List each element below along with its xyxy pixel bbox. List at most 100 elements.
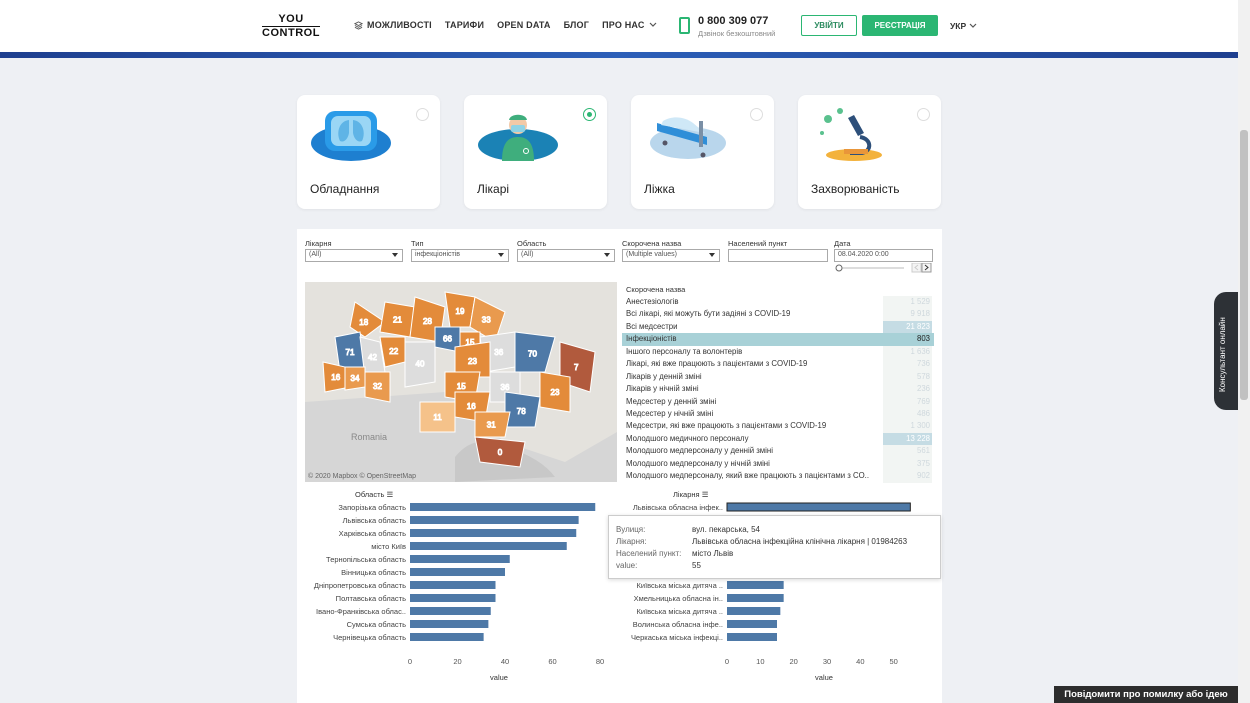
list-item[interactable]: Медсестри, які вже працюють з пацієнтами…: [622, 420, 934, 433]
nav-open-data[interactable]: OPEN DATA: [497, 20, 551, 30]
list-item[interactable]: Молодшого медперсоналу у денній зміні 561: [622, 445, 934, 458]
list-item[interactable]: Молодшого медперсоналу, який вже працюют…: [622, 470, 934, 483]
bar-label: Хмельницька обласна ін..: [634, 594, 723, 603]
map-region-value: 40: [416, 359, 425, 368]
bar[interactable]: [410, 568, 505, 576]
filter-hospital[interactable]: (All): [305, 249, 403, 262]
filter-label-hospital: Лікарня: [305, 239, 332, 248]
tooltip-key: Лікарня:: [616, 537, 647, 546]
list-item[interactable]: Медсестер у нічній зміні 486: [622, 407, 934, 421]
list-item-value: 902: [883, 470, 932, 483]
bar-label: Львівська область: [342, 516, 406, 525]
map-region[interactable]: [474, 436, 526, 468]
nav-tariffs[interactable]: ТАРИФИ: [444, 20, 485, 30]
register-button[interactable]: РЕЄСТРАЦІЯ: [862, 15, 938, 36]
list-item[interactable]: Молодшого медичного персоналу 13 228: [622, 432, 934, 446]
list-item[interactable]: Всі медсестри 21 823: [622, 320, 934, 334]
map-region-value: 34: [351, 374, 360, 383]
chart-hospital-title[interactable]: Лікарня ☰: [673, 490, 708, 499]
card-label: Ліжка: [644, 182, 675, 196]
map-region[interactable]: [419, 401, 456, 433]
language-selector[interactable]: УКР: [950, 21, 977, 31]
map-region[interactable]: [514, 331, 556, 373]
card-radio[interactable]: [917, 108, 930, 121]
list-item-value: 486: [883, 407, 932, 421]
map-region-value: 15: [457, 382, 466, 391]
card-beds[interactable]: Ліжка: [631, 95, 774, 209]
map-region[interactable]: [474, 411, 511, 438]
filter-short-name[interactable]: (Multiple values): [622, 249, 720, 262]
nav-blog[interactable]: БЛОГ: [563, 20, 590, 30]
card-equipment[interactable]: Обладнання: [297, 95, 440, 209]
list-item[interactable]: Анестезіологів 1 529: [622, 296, 934, 309]
card-radio[interactable]: [583, 108, 596, 121]
map-canvas[interactable]: 18 21 28 19 33 71 42 22 40 66 15 36 70 16 34 32 23 15 36 7 2…: [305, 282, 617, 482]
map-region[interactable]: [364, 371, 391, 403]
map-region[interactable]: [539, 371, 571, 413]
bar[interactable]: [727, 594, 784, 602]
map-region[interactable]: [349, 301, 386, 338]
list-item[interactable]: Молодшого медперсоналу у нічній зміні 375: [622, 457, 934, 471]
bar-label: Тернопільська область: [326, 555, 406, 564]
bar[interactable]: [727, 633, 777, 641]
list-item[interactable]: Медсестер у денній зміні 769: [622, 395, 934, 408]
bar[interactable]: [410, 555, 510, 563]
chart-by-region[interactable]: Запорізька область Львівська область Харкі…: [305, 498, 617, 686]
bar[interactable]: [727, 581, 784, 589]
nav-about-label: ПРО НАС: [602, 20, 645, 30]
filter-settlement-input[interactable]: [728, 249, 828, 262]
card-radio[interactable]: [416, 108, 429, 121]
bar[interactable]: [410, 529, 577, 537]
bar[interactable]: [410, 503, 596, 511]
bar-label: Сумська область: [347, 620, 406, 629]
map-region[interactable]: [404, 341, 436, 388]
list-item-name: Іншого персоналу та волонтерів: [626, 346, 743, 356]
card-doctors[interactable]: Лікарі: [464, 95, 607, 209]
logo[interactable]: YOU CONTROL: [262, 14, 320, 39]
bar[interactable]: [410, 633, 484, 641]
bar[interactable]: [727, 620, 777, 628]
list-item-name: Лікарів у денній зміні: [626, 371, 702, 381]
scrollbar-thumb[interactable]: [1240, 130, 1248, 400]
phone-number[interactable]: 0 800 309 077: [698, 15, 769, 27]
bar[interactable]: [410, 581, 496, 589]
login-button[interactable]: УВІЙТИ: [801, 15, 857, 36]
bar[interactable]: [726, 502, 911, 512]
card-radio[interactable]: [750, 108, 763, 121]
bar-label: Львівська обласна інфек..: [633, 503, 723, 512]
nav-features[interactable]: МОЖЛИВОСТІ: [354, 20, 432, 30]
chart-region-title[interactable]: Область ☰: [355, 490, 393, 499]
card-morbidity[interactable]: Захворюваність: [798, 95, 941, 209]
filter-date[interactable]: 08.04.2020 0:00: [834, 249, 933, 262]
axis-title: value: [815, 673, 833, 682]
bar[interactable]: [410, 607, 491, 615]
dropdown-arrow-icon: [392, 253, 398, 257]
bar[interactable]: [410, 542, 567, 550]
consultant-widget[interactable]: Консультант онлайн: [1214, 292, 1238, 410]
map-region-value: 33: [482, 316, 491, 325]
list-item[interactable]: Всі лікарі, які можуть бути задіяні з CO…: [622, 308, 934, 321]
bar[interactable]: [410, 620, 489, 628]
map-region-value: 32: [373, 382, 382, 391]
filter-region[interactable]: (All): [517, 249, 615, 262]
bar[interactable]: [410, 516, 579, 524]
sort-icon[interactable]: ☰: [386, 490, 394, 499]
filter-type[interactable]: інфекціоністів: [411, 249, 509, 262]
bar[interactable]: [727, 607, 781, 615]
date-slider[interactable]: [834, 263, 934, 273]
axis-tick: 20: [789, 657, 797, 666]
map-region-value: 23: [468, 357, 477, 366]
bar-label: місто Київ: [371, 542, 406, 551]
list-item[interactable]: Лікарів у денній зміні 578: [622, 370, 934, 384]
nav-about[interactable]: ПРО НАС: [602, 20, 657, 30]
sort-icon[interactable]: ☰: [701, 490, 709, 499]
ukraine-map[interactable]: 18 21 28 19 33 71 42 22 40 66 15 36 70 16 34 32 23 15 36 7 2…: [305, 282, 617, 482]
bar[interactable]: [410, 594, 496, 602]
list-item[interactable]: Лікарі, які вже працюють з пацієнтами з …: [622, 358, 934, 371]
header-accent-bar: [0, 52, 1238, 58]
list-item[interactable]: Лікарів у нічній зміні 236: [622, 383, 934, 396]
list-item[interactable]: Інфекціоністів 803: [622, 333, 934, 346]
report-issue-button[interactable]: Повідомити про помилку або ідею: [1054, 686, 1238, 703]
chart-by-hospital[interactable]: Львівська обласна інфек.. Київська міська…: [617, 498, 937, 686]
list-item[interactable]: Іншого персоналу та волонтерів 1 636: [622, 345, 934, 359]
